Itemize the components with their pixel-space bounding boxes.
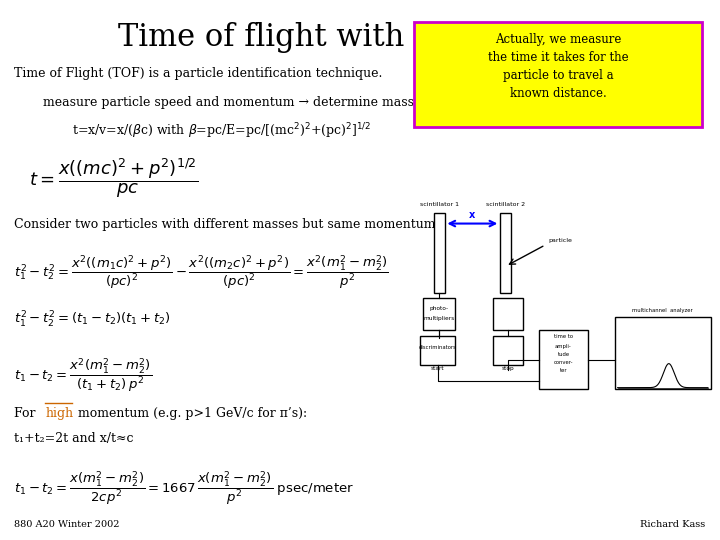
FancyBboxPatch shape xyxy=(414,22,702,127)
Bar xyxy=(434,213,444,293)
Text: Richard Kass: Richard Kass xyxy=(640,520,706,529)
Text: time to: time to xyxy=(554,334,573,339)
Text: high: high xyxy=(45,407,73,420)
Text: tude: tude xyxy=(557,352,570,356)
Text: ter: ter xyxy=(559,368,567,373)
Text: discriminators: discriminators xyxy=(418,345,456,350)
Text: stop: stop xyxy=(501,366,514,372)
Text: Consider two particles with different masses but same momentum:: Consider two particles with different ma… xyxy=(14,218,440,231)
Text: measure particle speed and momentum → determine mass: measure particle speed and momentum → de… xyxy=(43,96,414,109)
Bar xyxy=(423,298,455,330)
Text: 880 A20 Winter 2002: 880 A20 Winter 2002 xyxy=(14,520,120,529)
Bar xyxy=(492,336,523,365)
Text: x: x xyxy=(469,210,475,220)
Text: momentum (e.g. p>1 GeV/c for π’s):: momentum (e.g. p>1 GeV/c for π’s): xyxy=(74,407,307,420)
Text: t₁+t₂=2t and x/t≈c: t₁+t₂=2t and x/t≈c xyxy=(14,432,134,445)
Bar xyxy=(539,330,588,389)
Text: Actually, we measure
the time it takes for the
particle to travel a
known distan: Actually, we measure the time it takes f… xyxy=(487,33,629,100)
Text: $t_1^2 - t_2^2 = (t_1 - t_2)(t_1 + t_2)$: $t_1^2 - t_2^2 = (t_1 - t_2)(t_1 + t_2)$ xyxy=(14,309,171,329)
Text: multipliers: multipliers xyxy=(423,315,455,321)
Text: For: For xyxy=(14,407,40,420)
Text: scintillator 1: scintillator 1 xyxy=(420,202,459,207)
Bar xyxy=(492,298,523,330)
Text: conver-: conver- xyxy=(554,360,573,365)
Text: photo-: photo- xyxy=(430,306,449,311)
Text: t=x/v=x/($\beta$c) with $\beta$=pc/E=pc/[(mc$^2$)$^2$+(pc)$^2$]$^{1/2}$: t=x/v=x/($\beta$c) with $\beta$=pc/E=pc/… xyxy=(72,122,371,141)
Text: Time of flight with Scintillators: Time of flight with Scintillators xyxy=(118,22,602,52)
Text: scintillator 2: scintillator 2 xyxy=(486,202,525,207)
Text: $t = \dfrac{x((mc)^2 + p^2)^{1/2}}{pc}$: $t = \dfrac{x((mc)^2 + p^2)^{1/2}}{pc}$ xyxy=(29,157,198,200)
Text: $t_1^2 - t_2^2 = \dfrac{x^2((m_1 c)^2 + p^2)}{(pc)^2} - \dfrac{x^2((m_2 c)^2 + p: $t_1^2 - t_2^2 = \dfrac{x^2((m_1 c)^2 + … xyxy=(14,254,390,292)
Text: multichannel  analyzer: multichannel analyzer xyxy=(632,308,693,313)
Text: ampli-: ampli- xyxy=(555,343,572,349)
Text: $t_1 - t_2 = \dfrac{x(m_1^2 - m_2^2)}{2cp^2} = 1667\,\dfrac{x(m_1^2 - m_2^2)}{p^: $t_1 - t_2 = \dfrac{x(m_1^2 - m_2^2)}{2c… xyxy=(14,470,354,508)
Text: particle: particle xyxy=(549,238,572,243)
Bar xyxy=(420,336,455,365)
Bar xyxy=(500,213,510,293)
Text: start: start xyxy=(431,366,444,372)
Text: $t_1 - t_2 = \dfrac{x^2(m_1^2 - m_2^2)}{(t_1 + t_2)\,p^2}$: $t_1 - t_2 = \dfrac{x^2(m_1^2 - m_2^2)}{… xyxy=(14,356,153,395)
Text: Time of Flight (TOF) is a particle identification technique.: Time of Flight (TOF) is a particle ident… xyxy=(14,68,383,80)
Bar xyxy=(615,317,711,389)
